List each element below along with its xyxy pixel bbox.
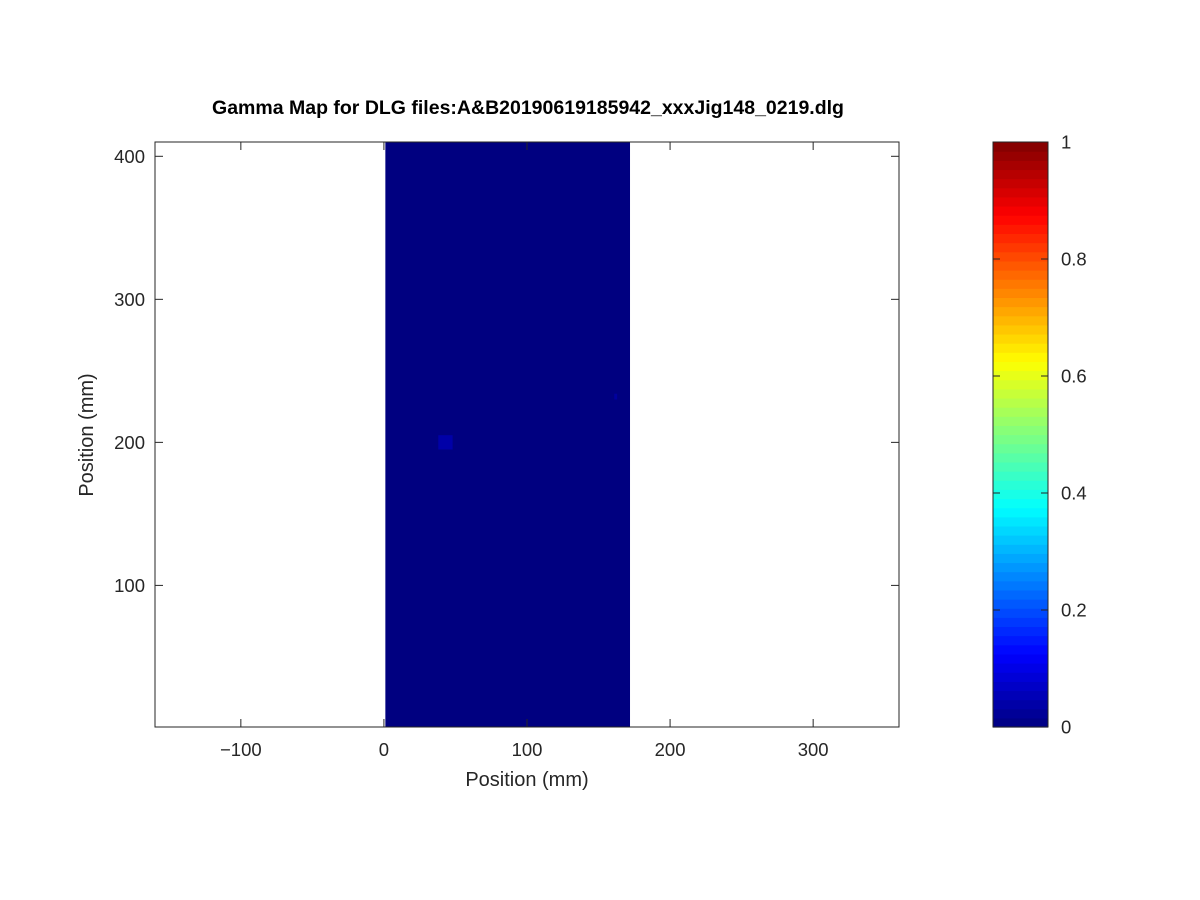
colorbar-band	[993, 681, 1048, 692]
colorbar-band	[993, 352, 1048, 362]
colorbar: 0 0.2 0.4 0.6 0.8 1	[992, 132, 1087, 738]
colorbar-band	[993, 233, 1048, 244]
colorbar-band	[993, 489, 1048, 500]
colorbar-band	[993, 361, 1048, 372]
colorbar-band	[993, 690, 1048, 701]
colorbar-band	[993, 480, 1048, 490]
colorbar-band	[993, 269, 1048, 280]
colorbar-band	[993, 525, 1048, 536]
colorbar-band	[993, 260, 1048, 271]
x-tick-label: −100	[220, 739, 262, 760]
colorbar-band	[993, 242, 1048, 253]
colorbar-band	[993, 553, 1048, 564]
colorbar-band	[993, 388, 1048, 399]
x-tick-label: 0	[379, 739, 389, 760]
colorbar-tick-label: 0.8	[1061, 249, 1087, 270]
colorbar-band	[993, 571, 1048, 582]
colorbar-band	[993, 343, 1048, 353]
colorbar-tick-label: 0.6	[1061, 366, 1087, 387]
colorbar-band	[993, 187, 1048, 198]
colorbar-band	[993, 142, 1048, 152]
colorbar-band	[993, 151, 1048, 161]
colorbar-band	[993, 425, 1048, 436]
colorbar-band	[993, 279, 1048, 289]
colorbar-ticks: 0 0.2 0.4 0.6 0.8 1	[993, 132, 1087, 738]
hotspot-layer	[438, 393, 618, 450]
colorbar-band	[993, 717, 1048, 728]
colorbar-band	[993, 224, 1048, 235]
colorbar-band	[993, 251, 1048, 262]
colorbar-band	[993, 379, 1048, 390]
colorbar-band	[993, 407, 1048, 417]
colorbar-band	[993, 324, 1048, 335]
colorbar-band	[993, 416, 1048, 426]
colorbar-band	[993, 370, 1048, 381]
colorbar-tick-label: 0.2	[1061, 600, 1087, 621]
colorbar-band	[993, 297, 1048, 308]
x-tick-label: 100	[512, 739, 543, 760]
x-tick-label: 300	[798, 739, 829, 760]
colorbar-band	[993, 653, 1048, 664]
y-tick-label: 400	[114, 146, 145, 167]
colorbar-tick-label: 0.4	[1061, 483, 1087, 504]
y-tick-label: 100	[114, 575, 145, 596]
colorbar-band	[993, 535, 1048, 545]
colorbar-band	[993, 626, 1048, 637]
colorbar-band	[993, 434, 1048, 445]
colorbar-band	[993, 644, 1048, 655]
colorbar-band	[993, 205, 1048, 216]
y-tick-label: 200	[114, 432, 145, 453]
colorbar-tick-label: 1	[1061, 132, 1071, 153]
gamma-hotspot-1	[438, 435, 453, 450]
colorbar-band	[993, 507, 1048, 518]
colorbar-band	[993, 333, 1048, 344]
colorbar-band	[993, 580, 1048, 591]
colorbar-band	[993, 315, 1048, 326]
colorbar-band	[993, 178, 1048, 189]
colorbar-band	[993, 617, 1048, 628]
colorbar-band	[993, 663, 1048, 673]
plot-area: −100 0 100 200 300 100 200 300 400	[114, 141, 900, 760]
colorbar-band	[993, 471, 1048, 481]
colorbar-band	[993, 544, 1048, 554]
colorbar-band	[993, 672, 1048, 682]
colorbar-band	[993, 306, 1048, 317]
chart-title: Gamma Map for DLG files:A&B2019061918594…	[212, 97, 844, 119]
x-axis-label: Position (mm)	[465, 769, 588, 791]
colorbar-band	[993, 635, 1048, 646]
x-axis-ticks: −100 0 100 200 300	[220, 142, 829, 760]
colorbar-band	[993, 498, 1048, 509]
gamma-field-region	[385, 142, 631, 727]
colorbar-band	[993, 599, 1048, 609]
colorbar-band	[993, 708, 1048, 719]
gamma-hotspot-2	[614, 393, 618, 400]
colorbar-band	[993, 608, 1048, 618]
colorbar-band	[993, 699, 1048, 710]
colorbar-box	[992, 141, 1049, 728]
y-axis-label: Position (mm)	[76, 373, 98, 496]
y-tick-label: 300	[114, 289, 145, 310]
colorbar-band	[993, 196, 1048, 207]
colorbar-band	[993, 215, 1048, 225]
colorbar-band	[993, 397, 1048, 408]
colorbar-gradient	[993, 142, 1048, 728]
colorbar-band	[993, 516, 1048, 527]
y-axis-ticks: 100 200 300 400	[114, 146, 899, 596]
x-tick-label: 200	[655, 739, 686, 760]
colorbar-tick-label: 0	[1061, 717, 1071, 738]
colorbar-band	[993, 452, 1048, 463]
colorbar-band	[993, 461, 1048, 472]
colorbar-band	[993, 562, 1048, 573]
colorbar-band	[993, 169, 1048, 180]
colorbar-band	[993, 288, 1048, 298]
colorbar-band	[993, 589, 1048, 600]
colorbar-band	[993, 160, 1048, 171]
colorbar-band	[993, 443, 1048, 454]
